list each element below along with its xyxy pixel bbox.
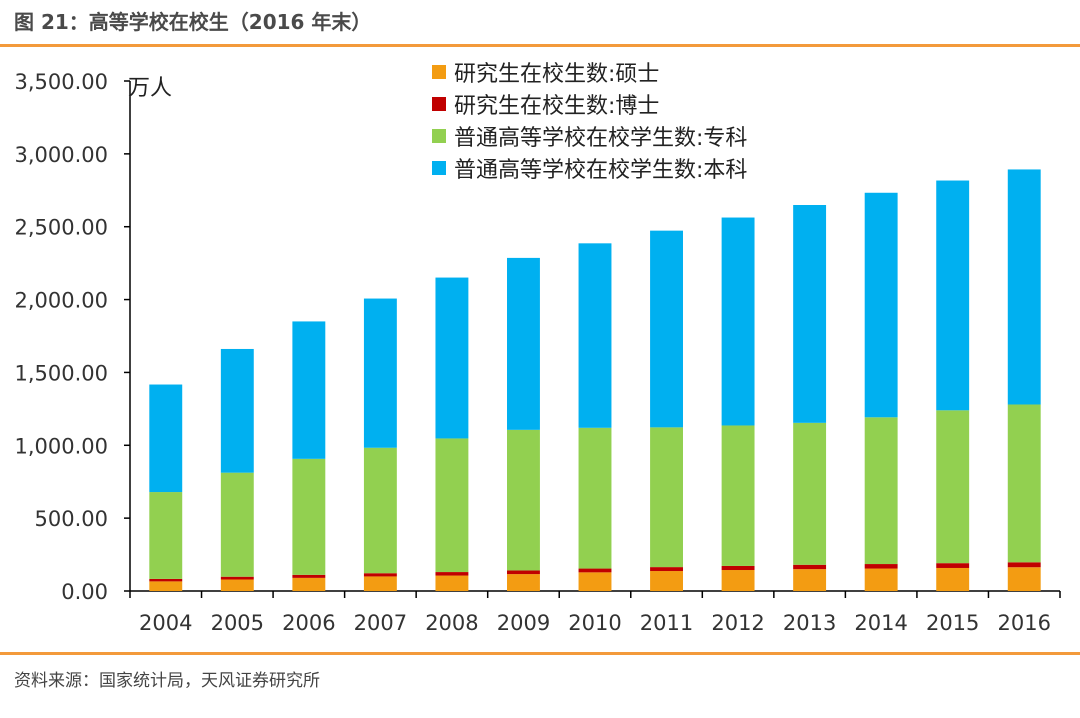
bar-segment-3-2008	[435, 438, 469, 573]
y-axis: 0.00 500.00 1,000.00 1,500.00 2,000.00 2,500.…	[14, 70, 131, 604]
bar-segment-4-2010	[578, 243, 612, 428]
bar-segment-1-2009	[507, 574, 540, 591]
x-tick-label: 2010	[568, 611, 621, 635]
bar-segment-2-2013	[793, 564, 827, 570]
bar-segment-1-2010	[578, 572, 612, 591]
legend-item-2: 研究生在校生数:博士	[432, 88, 747, 120]
y-tick-label: 2,000.00	[14, 289, 108, 313]
x-tick-label: 2012	[711, 611, 764, 635]
bar-segment-1-2011	[650, 571, 683, 591]
x-tick-label: 2007	[354, 611, 407, 635]
bar-segment-1-2006	[292, 577, 326, 591]
bar-segment-4-2006	[292, 321, 326, 459]
legend-label: 研究生在校生数:博士	[454, 94, 660, 119]
legend-item-1: 研究生在校生数:硕士	[432, 56, 747, 88]
bar-segment-4-2009	[507, 257, 540, 430]
legend-swatch	[432, 129, 446, 143]
x-tick-label: 2005	[211, 611, 264, 635]
bar-segment-2-2011	[650, 567, 683, 572]
bar-segment-2-2005	[220, 576, 254, 580]
bar-segment-4-2012	[721, 217, 755, 426]
bar-segment-3-2016	[1007, 404, 1041, 563]
x-tick-label: 2006	[282, 611, 335, 635]
bar-segment-1-2015	[936, 567, 970, 591]
bar-segment-1-2008	[435, 575, 469, 591]
legend-swatch	[432, 97, 446, 111]
x-tick-label: 2014	[854, 611, 907, 635]
y-tick-label: 2,500.00	[14, 216, 108, 240]
chart-legend: 研究生在校生数:硕士 研究生在校生数:博士普通高等学校在校学生数:专科 普通高等学校…	[432, 56, 747, 184]
bar-segment-2-2016	[1007, 562, 1041, 568]
bar-segment-4-2013	[793, 205, 827, 423]
x-tick-label: 2015	[926, 611, 979, 635]
bar-segment-2-2014	[864, 564, 898, 569]
y-tick-label: 1,000.00	[14, 434, 108, 458]
bar-segment-2-2008	[435, 572, 469, 576]
x-tick-label: 2016	[998, 611, 1051, 635]
bar-segment-2-2010	[578, 568, 612, 573]
bar-segment-1-2005	[220, 579, 254, 591]
bars	[149, 169, 1041, 591]
legend-item-4: 普通高等学校在校学生数:本科	[432, 152, 747, 184]
bar-segment-1-2016	[1007, 567, 1041, 591]
legend-item-3: 普通高等学校在校学生数:专科	[432, 120, 747, 152]
x-tick-label: 2011	[640, 611, 693, 635]
y-tick-label: 3,000.00	[14, 143, 108, 167]
x-tick-label: 2009	[497, 611, 550, 635]
bar-segment-2-2009	[507, 570, 540, 575]
bar-segment-4-2015	[936, 180, 970, 411]
bar-segment-3-2012	[721, 425, 755, 566]
bar-segment-3-2015	[936, 410, 970, 564]
y-tick-label: 0.00	[61, 580, 108, 604]
y-unit-label: 万人	[128, 76, 172, 101]
x-tick-label: 2013	[783, 611, 836, 635]
y-tick-label: 1,500.00	[14, 361, 108, 385]
bar-segment-1-2014	[864, 568, 898, 591]
stacked-bar-chart: 0.00 500.00 1,000.00 1,500.00 2,000.00 2,500.…	[14, 70, 1061, 635]
legend-swatch	[432, 161, 446, 175]
bar-segment-3-2004	[149, 492, 183, 579]
source-note: 资料来源：国家统计局，天风证券研究所	[14, 671, 320, 691]
bar-segment-3-2014	[864, 417, 898, 565]
bar-segment-3-2010	[578, 427, 612, 569]
bar-segment-2-2004	[149, 578, 183, 582]
legend-swatch	[432, 65, 446, 79]
bar-segment-3-2013	[793, 422, 827, 565]
figure-title: 图 21：高等学校在校生（2016 年末）	[14, 10, 372, 34]
bar-segment-3-2007	[363, 447, 397, 574]
bar-segment-2-2007	[363, 573, 397, 577]
bar-segment-4-2005	[220, 348, 254, 473]
bar-segment-3-2006	[292, 458, 326, 575]
bar-segment-2-2006	[292, 574, 326, 578]
bar-segment-4-2004	[149, 384, 183, 493]
footer-divider	[0, 652, 1080, 655]
bar-segment-2-2012	[721, 565, 755, 571]
bar-segment-3-2005	[220, 472, 254, 577]
bar-segment-4-2008	[435, 277, 469, 439]
bar-segment-3-2009	[507, 429, 540, 571]
bar-segment-4-2016	[1007, 169, 1041, 405]
y-tick-label: 3,500.00	[14, 70, 108, 94]
x-tick-label: 2008	[425, 611, 478, 635]
legend-label: 普通高等学校在校学生数:专科	[454, 126, 748, 151]
y-tick-label: 500.00	[35, 507, 108, 531]
x-axis: 2004 2005 2006 2007 2008 2009 2010 2011 2012 2013…	[129, 590, 1061, 635]
bar-segment-1-2004	[149, 581, 183, 591]
header-divider	[0, 44, 1080, 47]
legend-label: 普通高等学校在校学生数:本科	[454, 158, 748, 183]
legend-label: 研究生在校生数:硕士	[454, 62, 660, 87]
bar-segment-3-2011	[650, 427, 683, 568]
bar-segment-4-2011	[650, 230, 683, 428]
bar-segment-1-2007	[363, 576, 397, 591]
bar-segment-4-2014	[864, 192, 898, 418]
bar-segment-2-2015	[936, 563, 970, 568]
bar-segment-1-2013	[793, 569, 827, 591]
bar-segment-1-2012	[721, 570, 755, 591]
bar-segment-4-2007	[363, 298, 397, 448]
x-tick-label: 2004	[139, 611, 192, 635]
